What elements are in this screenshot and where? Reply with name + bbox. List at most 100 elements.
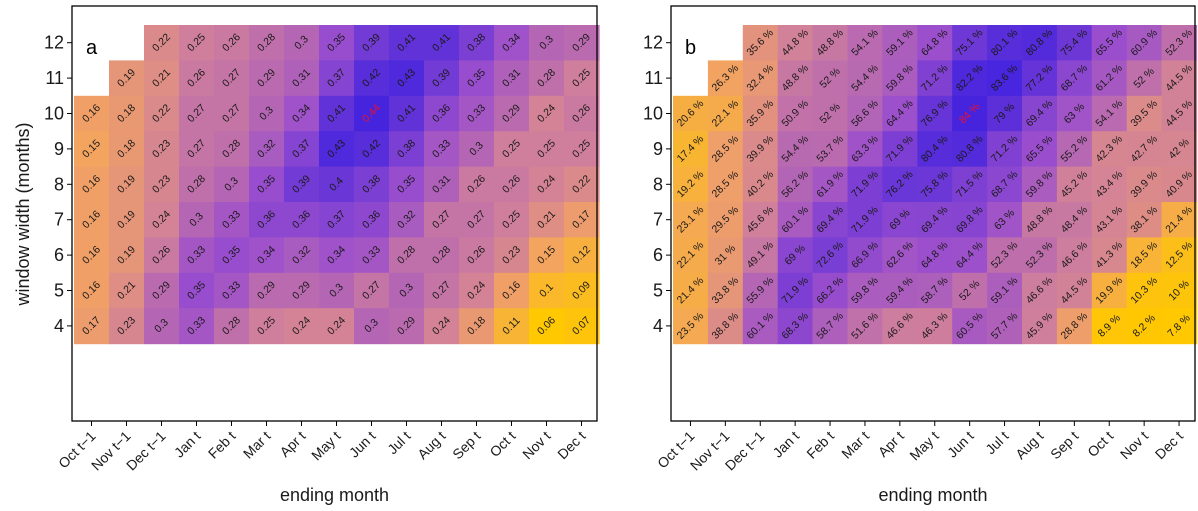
heatmap-cell bbox=[179, 131, 215, 168]
heatmap-cell bbox=[529, 131, 565, 168]
heatmap-cell bbox=[1091, 60, 1128, 97]
heatmap-cell bbox=[1126, 166, 1163, 203]
heatmap-cell bbox=[109, 60, 145, 97]
heatmap-cell bbox=[564, 308, 600, 345]
heatmap-cell bbox=[847, 60, 883, 97]
cell-label-layer: 0.22 0.25 0.26 0.28 0.3 0.35 0.39 0.41 0.41 0.38 0… bbox=[80, 31, 593, 337]
heatmap-cell bbox=[144, 95, 180, 132]
heatmap-cell bbox=[1056, 272, 1093, 309]
heatmap-cell bbox=[673, 237, 709, 274]
heatmap-cell bbox=[459, 60, 495, 97]
heatmap-cell bbox=[319, 60, 355, 97]
x-tick-label: May t bbox=[906, 428, 942, 464]
heatmap-cell bbox=[74, 202, 110, 238]
heatmap-cell bbox=[952, 308, 988, 345]
heatmap-cell bbox=[214, 272, 250, 309]
heatmap-cell bbox=[1091, 166, 1128, 203]
heatmap-cell bbox=[144, 272, 180, 309]
heatmap-cell bbox=[987, 131, 1023, 168]
heatmap-cell bbox=[74, 237, 110, 274]
heatmap-cell bbox=[494, 95, 530, 132]
heatmap-cell bbox=[1161, 131, 1198, 168]
heatmap-cell bbox=[917, 131, 953, 168]
heatmap-cell bbox=[707, 202, 744, 238]
heatmap-cell bbox=[847, 131, 883, 168]
heatmap-cell bbox=[673, 308, 709, 345]
heatmap-cell bbox=[1022, 60, 1058, 97]
heatmap-cell bbox=[214, 308, 250, 345]
heatmap-cell bbox=[1161, 166, 1198, 203]
heatmap-cell bbox=[673, 131, 709, 168]
heatmap-cell bbox=[882, 166, 918, 203]
heatmap-cell bbox=[952, 166, 988, 203]
y-tick-label: 12 bbox=[44, 33, 64, 53]
x-tick-label: Feb t bbox=[205, 428, 239, 462]
heatmap-cell bbox=[249, 60, 285, 97]
heatmap-cell bbox=[564, 272, 600, 309]
heatmap-cell bbox=[1056, 25, 1093, 61]
heatmap-cell bbox=[1161, 25, 1198, 61]
y-tick-label: 11 bbox=[644, 68, 663, 88]
heatmap-cell bbox=[742, 60, 779, 97]
heatmap-cell bbox=[424, 202, 460, 238]
heatmap-cell bbox=[707, 60, 744, 97]
heatmap-cell bbox=[494, 131, 530, 168]
heatmap-cell bbox=[494, 272, 530, 309]
x-tick-label: May t bbox=[308, 428, 344, 464]
heatmap-cell bbox=[284, 131, 320, 168]
y-tick-label: 4 bbox=[54, 316, 64, 336]
y-tick-label: 7 bbox=[653, 210, 663, 230]
heatmap-cell bbox=[742, 25, 779, 61]
heatmap-cell bbox=[882, 131, 918, 168]
heatmap-cell bbox=[249, 308, 285, 345]
heatmap-cell bbox=[494, 166, 530, 203]
y-tick-label: 10 bbox=[643, 104, 663, 124]
heatmap-cell bbox=[354, 60, 390, 97]
heatmap-cell bbox=[1022, 95, 1058, 132]
heatmap-cell bbox=[1161, 202, 1198, 238]
x-tick-label: Jul t bbox=[982, 428, 1012, 458]
heatmap-cell bbox=[742, 237, 779, 274]
heatmap-cell bbox=[1022, 166, 1058, 203]
x-axis-title: ending month bbox=[280, 485, 389, 505]
heatmap-cell bbox=[777, 166, 814, 203]
x-tick-label: Apr t bbox=[276, 428, 308, 460]
heatmap-cell bbox=[179, 272, 215, 309]
heatmap-cell bbox=[1091, 25, 1128, 61]
heatmap-cell bbox=[847, 202, 883, 238]
heatmap-cell bbox=[424, 272, 460, 309]
heatmap-cell bbox=[673, 166, 709, 203]
heatmap-cell bbox=[1126, 25, 1163, 61]
y-tick-label: 8 bbox=[54, 174, 64, 194]
heatmap-cell bbox=[1056, 131, 1093, 168]
heatmap-cell bbox=[249, 237, 285, 274]
heatmap-cell bbox=[529, 95, 565, 132]
heatmap-cell bbox=[564, 60, 600, 97]
heatmap-cell bbox=[284, 166, 320, 203]
heatmap-cell bbox=[144, 237, 180, 274]
heatmap-cell bbox=[707, 308, 744, 345]
heatmap-cell bbox=[882, 25, 918, 61]
y-axis: 12 11 10 9 8 7 6 5 4 bbox=[44, 33, 72, 336]
y-tick-label: 6 bbox=[54, 245, 64, 265]
y-tick-label: 8 bbox=[653, 174, 663, 194]
heatmap-cell bbox=[354, 237, 390, 274]
heatmap-cell bbox=[673, 272, 709, 309]
heatmap-cell bbox=[424, 95, 460, 132]
heatmap-cell bbox=[1022, 131, 1058, 168]
heatmap-cell bbox=[707, 272, 744, 309]
heatmap-cell bbox=[389, 166, 425, 203]
y-tick-label: 9 bbox=[54, 139, 64, 159]
heatmap-cell bbox=[494, 308, 530, 345]
heatmap-cell bbox=[109, 95, 145, 132]
heatmap-cell bbox=[1126, 131, 1163, 168]
heatmap-cell bbox=[564, 166, 600, 203]
heatmap-cell bbox=[74, 272, 110, 309]
y-tick-label: 10 bbox=[44, 104, 64, 124]
plot-frame bbox=[670, 5, 1196, 422]
heatmap-cell bbox=[1056, 202, 1093, 238]
heatmap-cell bbox=[529, 60, 565, 97]
heatmap-cell bbox=[354, 131, 390, 168]
